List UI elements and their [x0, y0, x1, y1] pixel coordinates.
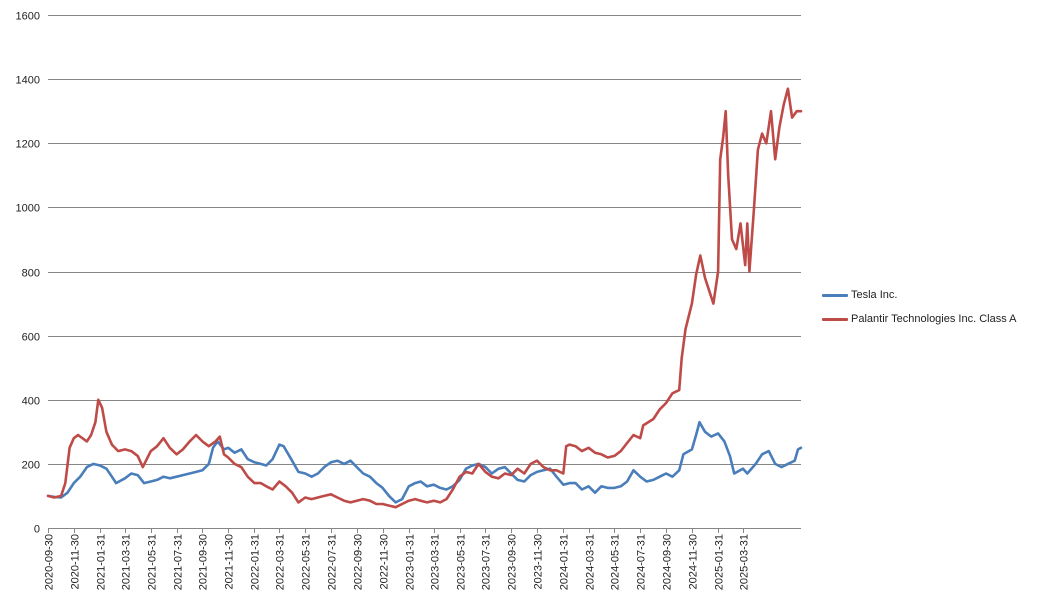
y-tick-label: 600 — [22, 332, 40, 344]
legend-label-palantir: Palantir Technologies Inc. Class A — [851, 313, 1017, 325]
x-tick-label: 2020-11-30 — [70, 534, 82, 589]
x-tick-label: 2023-09-30 — [507, 534, 519, 590]
y-tick-label: 1000 — [16, 203, 40, 215]
legend-label-tesla: Tesla Inc. — [851, 289, 898, 301]
x-axis-tick-labels: 2020-09-30 2020-11-30 2021-01-31 2021-03-31… — [44, 528, 751, 590]
y-tick-label: 200 — [22, 460, 40, 472]
x-tick-label: 2022-09-30 — [353, 534, 365, 590]
series-line-1 — [46, 87, 803, 509]
x-tick-label: 2023-01-31 — [405, 534, 417, 590]
x-tick-label: 2023-11-30 — [533, 534, 545, 589]
x-tick-label: 2025-01-31 — [714, 534, 726, 590]
x-tick-label: 2025-03-31 — [739, 534, 751, 590]
x-tick-label: 2023-05-31 — [456, 534, 468, 590]
x-tick-label: 2021-09-30 — [198, 534, 210, 590]
x-tick-label: 2021-05-31 — [147, 534, 159, 590]
series-line-0 — [46, 420, 803, 504]
x-tick-label: 2022-03-31 — [275, 534, 287, 590]
x-tick-label: 2024-01-31 — [559, 534, 571, 590]
y-tick-label: 0 — [34, 524, 40, 536]
x-tick-label: 2024-09-30 — [662, 534, 674, 590]
series-lines — [46, 87, 803, 509]
x-tick-label: 2022-05-31 — [301, 534, 313, 590]
x-tick-label: 2021-03-31 — [121, 534, 133, 590]
legend-item-tesla: Tesla Inc. — [822, 283, 1017, 307]
y-tick-label: 1600 — [16, 11, 40, 23]
x-tick-label: 2024-07-31 — [636, 534, 648, 590]
gridlines — [48, 15, 801, 465]
x-tick-label: 2021-01-31 — [96, 534, 108, 590]
legend-swatch-palantir — [822, 317, 848, 321]
x-tick-label: 2022-01-31 — [250, 534, 262, 590]
y-axis-tick-labels: 0 200 400 600 800 1000 1200 1400 1600 — [16, 11, 40, 536]
y-tick-label: 400 — [22, 396, 40, 408]
x-tick-label: 2024-11-30 — [688, 534, 700, 589]
x-tick-label: 2021-11-30 — [224, 534, 236, 589]
legend: Tesla Inc. Palantir Technologies Inc. Cl… — [822, 283, 1017, 331]
x-tick-label: 2023-07-31 — [481, 534, 493, 590]
x-tick-label: 2021-07-31 — [173, 534, 185, 590]
y-tick-label: 1200 — [16, 139, 40, 151]
x-tick-label: 2024-03-31 — [585, 534, 597, 590]
legend-swatch-tesla — [822, 293, 848, 297]
y-tick-label: 1400 — [16, 75, 40, 87]
y-tick-label: 800 — [22, 268, 40, 280]
x-tick-label: 2022-11-30 — [379, 534, 391, 589]
x-tick-label: 2024-05-31 — [610, 534, 622, 590]
x-tick-label: 2022-07-31 — [327, 534, 339, 590]
x-tick-label: 2020-09-30 — [44, 534, 56, 590]
x-tick-label: 2023-03-31 — [430, 534, 442, 590]
legend-item-palantir: Palantir Technologies Inc. Class A — [822, 307, 1017, 331]
